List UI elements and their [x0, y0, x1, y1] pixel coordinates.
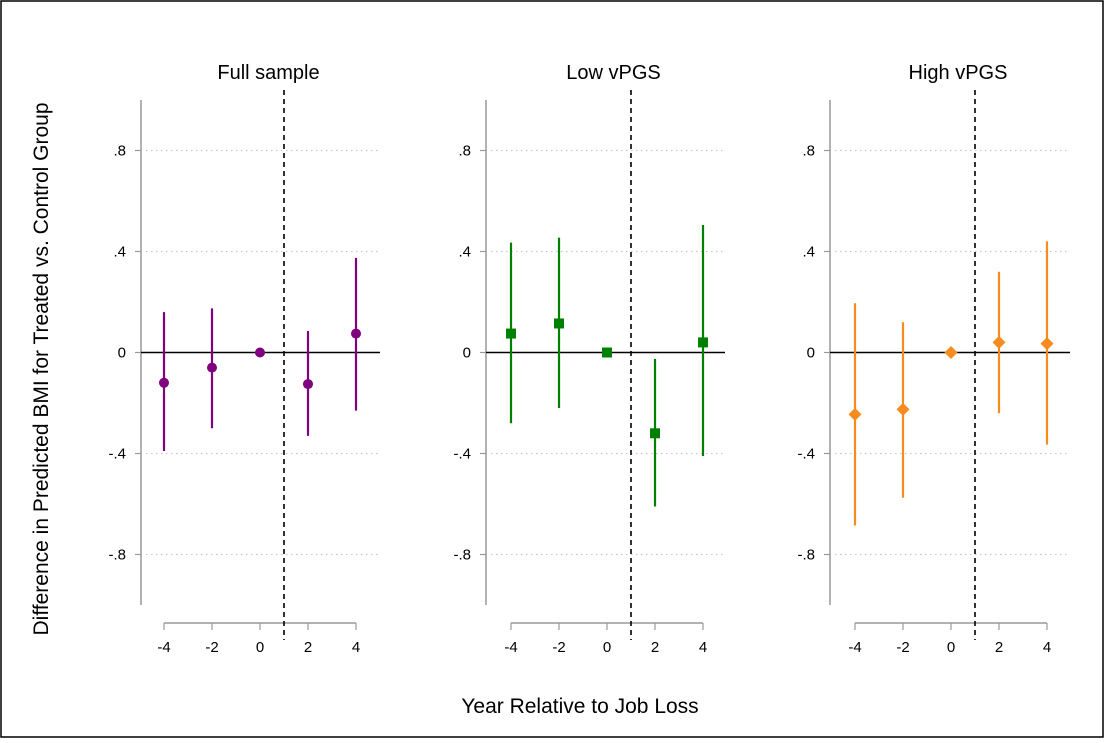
x-tick-label: 4 — [699, 639, 707, 656]
x-tick-label: -4 — [157, 639, 170, 656]
x-tick-label: -2 — [552, 639, 565, 656]
x-tick-label: 0 — [947, 639, 955, 656]
x-tick-label: 4 — [352, 639, 360, 656]
x-tick-label: 2 — [304, 639, 312, 656]
x-tick-label: 0 — [603, 639, 611, 656]
data-point — [650, 428, 660, 439]
x-tick-label: 4 — [1043, 639, 1051, 656]
y-tick-label: .8 — [113, 143, 126, 160]
data-point — [944, 346, 958, 359]
data-point — [159, 377, 169, 388]
panel-2: Low vPGS .8 .4 0 -.4 -.8 -4 -2 0 2 4 — [453, 62, 725, 656]
panel-title: Full sample — [217, 62, 319, 84]
data-point — [554, 318, 564, 329]
y-axis-title: Difference in Predicted BMI for Treated … — [30, 102, 53, 635]
x-tick-label: 0 — [256, 639, 264, 656]
data-point — [255, 347, 265, 358]
y-tick-label: -.4 — [797, 446, 815, 463]
panel-3: High vPGS .8 .4 0 -.4 -.8 -4 -2 0 2 4 — [797, 62, 1070, 656]
y-tick-label: .4 — [113, 244, 126, 261]
y-tick-label: .4 — [458, 244, 471, 261]
y-tick-label: .8 — [802, 143, 815, 160]
x-tick-label: -4 — [504, 639, 517, 656]
x-tick-label: -4 — [848, 639, 861, 656]
panel-title: Low vPGS — [566, 62, 660, 84]
data-point — [303, 379, 313, 390]
data-point — [1040, 337, 1054, 351]
x-tick-label: 2 — [651, 639, 659, 656]
y-tick-label: -.8 — [453, 547, 471, 564]
panels: Full sample .8 .4 0 -.4 -.8 -4 -2 0 2 4 Low vPGS .8.… — [108, 62, 1070, 656]
y-tick-label: 0 — [118, 345, 126, 362]
y-tick-label: .8 — [458, 143, 471, 160]
panel-1: Full sample .8 .4 0 -.4 -.8 -4 -2 0 2 4 — [108, 62, 380, 656]
y-tick-label: -.8 — [108, 547, 126, 564]
panel-title: High vPGS — [909, 62, 1008, 84]
data-point — [698, 337, 708, 348]
data-point — [207, 362, 217, 373]
x-tick-label: -2 — [896, 639, 909, 656]
x-tick-label: -2 — [205, 639, 218, 656]
data-point — [602, 347, 612, 358]
data-point — [992, 335, 1006, 349]
y-tick-label: .4 — [802, 244, 815, 261]
y-tick-label: 0 — [463, 345, 471, 362]
data-point — [506, 328, 516, 339]
y-tick-label: 0 — [807, 345, 815, 362]
data-point — [896, 402, 910, 416]
data-point — [351, 328, 361, 339]
x-axis-title: Year Relative to Job Loss — [461, 695, 698, 718]
y-tick-label: -.4 — [453, 446, 471, 463]
data-point — [848, 407, 862, 421]
y-tick-label: -.8 — [797, 547, 815, 564]
x-tick-label: 2 — [995, 639, 1003, 656]
y-tick-label: -.4 — [108, 446, 126, 463]
